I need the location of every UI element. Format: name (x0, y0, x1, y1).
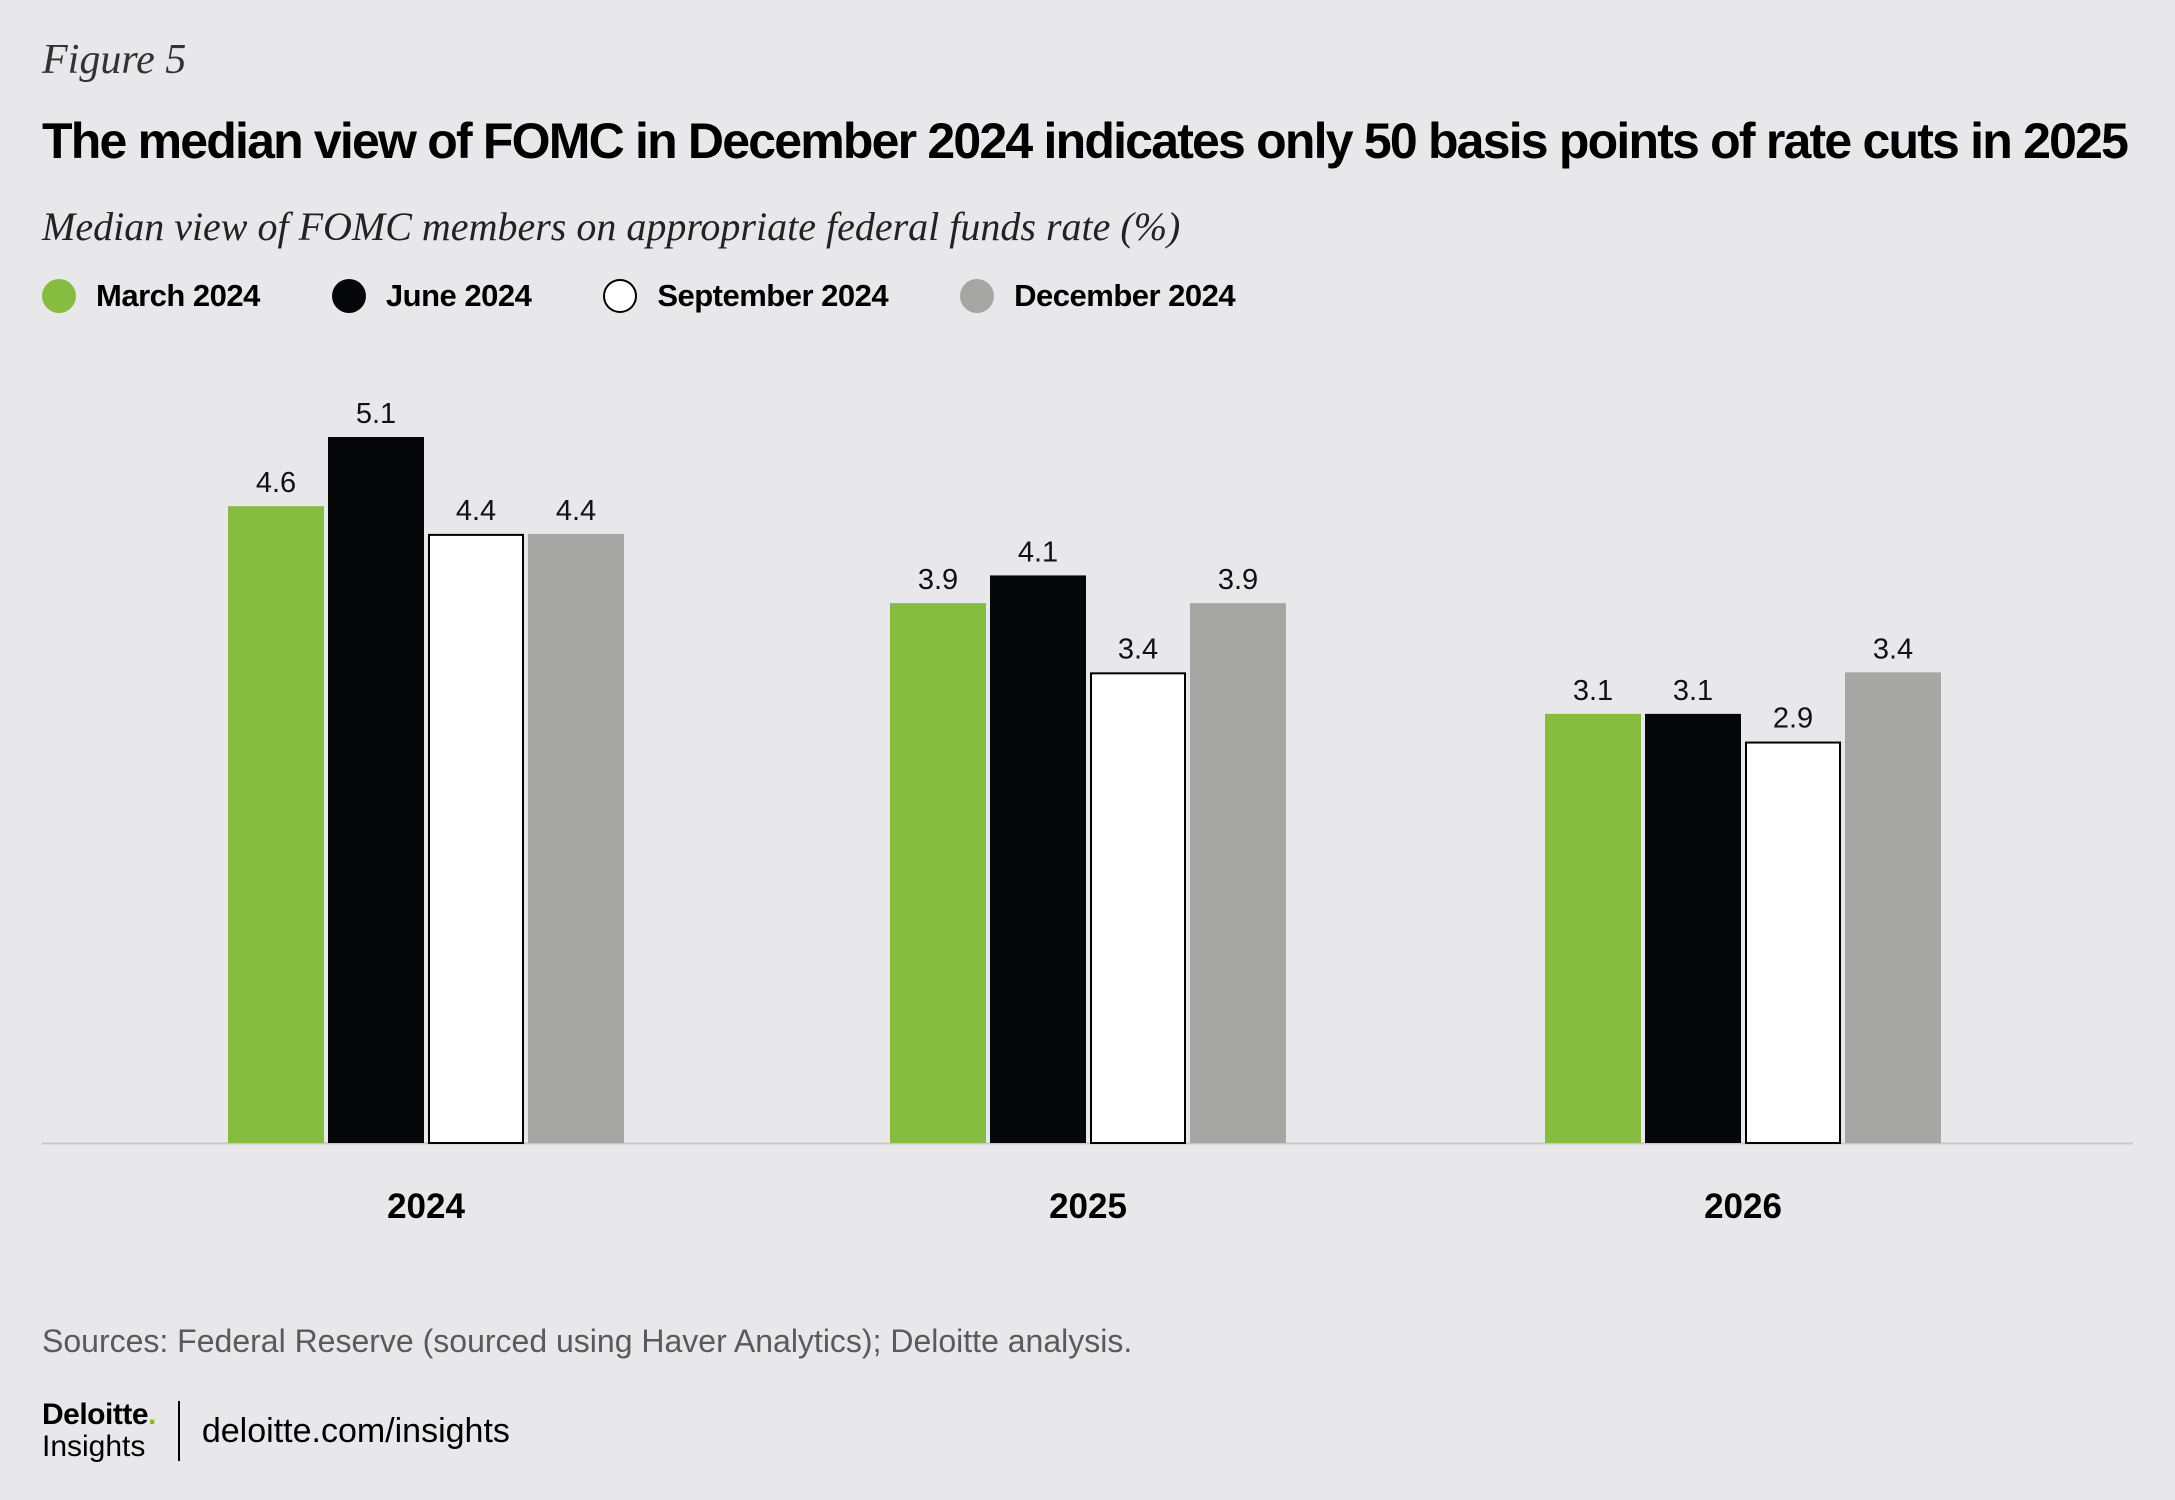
legend-swatch-march (42, 279, 76, 313)
legend-swatch-june (331, 279, 366, 313)
chart-title: The median view of FOMC in December 2024… (42, 113, 2129, 169)
x-tick-label-2025: 2025 (1049, 1187, 1127, 1226)
bar-september-2024-2025 (1090, 672, 1186, 1144)
data-label-december-2024-2026: 3.4 (1873, 633, 1913, 665)
bar-march-2024-2024 (228, 506, 324, 1143)
logo-wordmark: Deloitte (42, 1398, 149, 1431)
data-label-december-2024-2025: 3.9 (1218, 564, 1258, 596)
legend-label-march: March 2024 (96, 278, 260, 313)
bar-september-2024-2024 (428, 533, 524, 1144)
source-note: Sources: Federal Reserve (sourced using … (42, 1323, 1133, 1359)
footer-divider (177, 1401, 180, 1461)
data-label-september-2024-2025: 3.4 (1118, 633, 1158, 665)
bar-december-2024-2025 (1190, 603, 1286, 1143)
data-label-march-2024-2025: 3.9 (918, 564, 958, 596)
x-tick-label-2024: 2024 (387, 1187, 465, 1226)
legend-item-june: June 2024 (331, 278, 532, 314)
legend-item-december: December 2024 (960, 278, 1236, 314)
bar-june-2024-2026 (1645, 713, 1741, 1143)
logo-subtitle: Insights (42, 1430, 146, 1463)
data-label-june-2024-2025: 4.1 (1018, 536, 1058, 568)
legend: March 2024 June 2024 September 2024 Dece… (42, 278, 1307, 314)
data-label-june-2024-2024: 5.1 (356, 398, 396, 430)
bar-september-2024-2026 (1745, 741, 1841, 1144)
legend-label-september: September 2024 (657, 278, 889, 313)
data-label-march-2024-2024: 4.6 (256, 467, 296, 499)
bar-june-2024-2024 (328, 437, 424, 1143)
bar-march-2024-2026 (1545, 713, 1641, 1143)
bar-june-2024-2025 (990, 575, 1086, 1143)
footer-url[interactable]: deloitte.com/insights (201, 1411, 510, 1450)
legend-label-june: June 2024 (385, 278, 532, 313)
legend-label-december: December 2024 (1014, 278, 1236, 313)
legend-item-september: September 2024 (603, 278, 889, 314)
footer: Deloitte. Insights deloitte.com/insights (42, 1400, 510, 1462)
bar-chart: 4.6 5.1 4.4 4.4 2024 3.9 4.1 3.4 3.9 2025 3.1 3.1 2.… (42, 398, 2133, 1226)
figure-label: Figure 5 (42, 37, 187, 83)
data-label-september-2024-2024: 4.4 (456, 495, 496, 527)
logo-dot: . (148, 1398, 156, 1431)
bar-march-2024-2025 (890, 603, 986, 1143)
chart-subtitle: Median view of FOMC members on appropria… (42, 204, 1181, 249)
data-label-march-2024-2026: 3.1 (1573, 675, 1613, 707)
data-label-june-2024-2026: 3.1 (1673, 675, 1713, 707)
x-tick-label-2026: 2026 (1704, 1187, 1782, 1226)
legend-item-march: March 2024 (42, 278, 260, 314)
data-label-september-2024-2026: 2.9 (1773, 703, 1813, 735)
legend-swatch-december (960, 279, 995, 313)
data-label-december-2024-2024: 4.4 (556, 495, 596, 527)
bar-december-2024-2024 (528, 533, 624, 1143)
deloitte-insights-logo: Deloitte. Insights (42, 1400, 156, 1462)
legend-swatch-september (603, 279, 638, 313)
bar-december-2024-2026 (1845, 672, 1941, 1143)
